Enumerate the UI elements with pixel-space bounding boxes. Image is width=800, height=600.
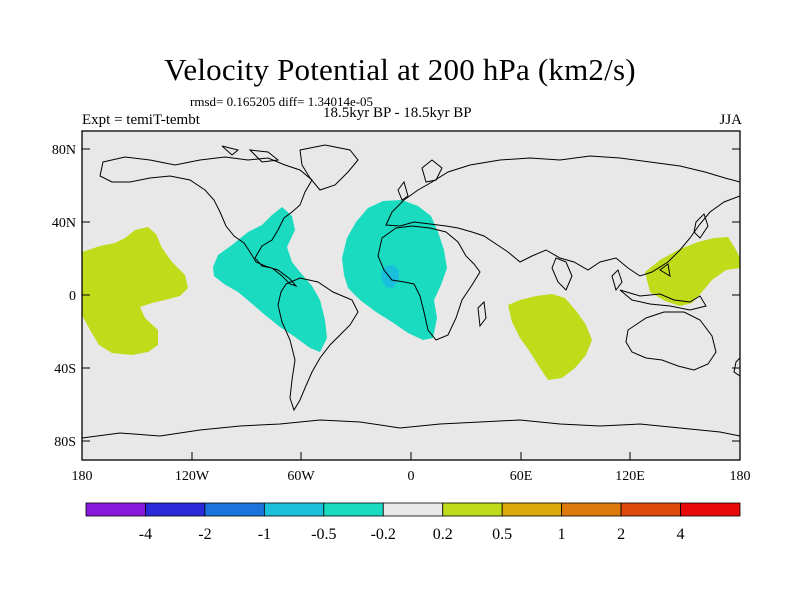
lon-label-0: 0 — [408, 469, 415, 484]
indian-ocean-positive-region — [508, 294, 592, 380]
lat-label-0: 0 — [69, 289, 76, 304]
colorbar-swatch — [204, 502, 265, 517]
lon-label-180w: 180 — [72, 469, 93, 484]
colorbar-labels: -4 -2 -1 -0.5 -0.2 0.2 0.5 1 2 4 — [139, 526, 685, 543]
shaded-regions — [82, 200, 740, 380]
colorbar-label: 0.5 — [492, 526, 512, 543]
australia-outline — [625, 311, 717, 371]
colorbar-swatch — [263, 502, 325, 517]
lon-label-180e: 180 — [730, 469, 751, 484]
lon-ticks — [81, 452, 741, 460]
eurasia-outline — [385, 155, 740, 277]
stats-line: rmsd= 0.165205 diff= 1.34014e-05 — [190, 94, 374, 109]
colorbar-label: 0.2 — [433, 526, 453, 543]
colorbar-swatch — [85, 502, 146, 517]
colorbar — [85, 502, 741, 517]
gulf-of-guinea-negative-region — [381, 265, 399, 288]
period-label: 18.5kyr BP - 18.5kyr BP — [323, 105, 472, 121]
plot-title: Velocity Potential at 200 hPa (km2/s) — [164, 52, 636, 87]
greenland-outline — [299, 144, 359, 191]
central-america-negative-region — [213, 207, 327, 352]
coastlines — [82, 144, 740, 439]
lat-label-80n: 80N — [52, 143, 76, 158]
lat-label-40s: 40S — [54, 362, 76, 377]
west-pacific-positive-region — [645, 237, 740, 306]
south-america-outline — [277, 277, 359, 412]
colorbar-swatch — [145, 502, 206, 517]
colorbar-swatch — [382, 502, 444, 517]
colorbar-label: -2 — [198, 526, 211, 543]
lon-label-120w: 120W — [175, 469, 210, 484]
colorbar-swatch — [561, 502, 622, 517]
colorbar-label: -0.2 — [371, 526, 396, 543]
antarctica-outline — [82, 419, 740, 439]
north-america-outline — [99, 156, 313, 288]
colorbar-swatch — [442, 502, 503, 517]
colorbar-label: 1 — [558, 526, 566, 543]
colorbar-label: -4 — [139, 526, 152, 543]
colorbar-label: -0.5 — [311, 526, 336, 543]
lon-label-120e: 120E — [615, 469, 645, 484]
colorbar-swatch — [620, 502, 681, 517]
colorbar-swatch — [323, 502, 384, 517]
colorbar-swatch — [680, 502, 741, 517]
africa-outline — [377, 225, 481, 341]
lon-label-60e: 60E — [510, 469, 533, 484]
colorbar-label: -1 — [258, 526, 271, 543]
colorbar-swatch — [501, 502, 563, 517]
colorbar-label: 2 — [617, 526, 625, 543]
lat-label-80s: 80S — [54, 435, 76, 450]
lon-label-60w: 60W — [287, 469, 315, 484]
western-pacific-positive-region — [82, 227, 188, 355]
experiment-label: Expt = temiT-tembt — [82, 112, 200, 128]
colorbar-label: 4 — [677, 526, 685, 543]
season-label: JJA — [719, 112, 742, 128]
lat-label-40n: 40N — [52, 216, 76, 231]
lat-ticks — [82, 148, 740, 442]
